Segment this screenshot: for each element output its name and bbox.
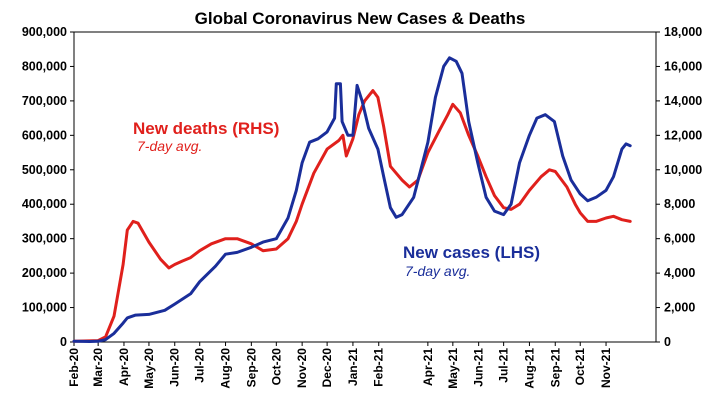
plot-frame — [73, 31, 657, 343]
right-tick-label: 6,000 — [664, 232, 695, 246]
cases-series-subtitle: 7-day avg. — [405, 263, 470, 279]
x-tick-label: Apr-21 — [421, 348, 435, 386]
deaths-line — [72, 89, 632, 343]
x-tick-label: Jul-20 — [193, 348, 207, 383]
right-tick-label: 0 — [664, 335, 671, 349]
left-tick-label: 0 — [60, 335, 67, 349]
x-tick-label: Aug-20 — [219, 348, 233, 389]
deaths-series-label: New deaths (RHS) — [133, 119, 279, 138]
x-tick-label: Feb-20 — [67, 348, 81, 387]
right-tick-label: 4,000 — [664, 266, 695, 280]
x-tick-label: Sep-20 — [244, 348, 258, 388]
x-tick-label: Jun-20 — [168, 348, 182, 387]
right-tick-label: 10,000 — [664, 163, 702, 177]
right-tick-label: 2,000 — [664, 301, 695, 315]
x-tick-label: Feb-21 — [372, 348, 386, 387]
right-tick-label: 12,000 — [664, 128, 702, 142]
left-tick-label: 300,000 — [22, 232, 67, 246]
x-tick-label: Jan-21 — [346, 348, 360, 386]
x-tick-label: Jul-21 — [497, 348, 511, 383]
left-tick-label: 900,000 — [22, 25, 67, 39]
x-tick-label: Jun-21 — [472, 348, 486, 387]
left-tick-label: 200,000 — [22, 266, 67, 280]
x-axis-ticks: Feb-20 Mar-20 Apr-20 May-20 Jun-20 Jul-20 Aug-… — [67, 342, 613, 389]
x-tick-label: May-20 — [142, 348, 156, 389]
x-tick-label: Sep-21 — [548, 348, 562, 388]
right-tick-label: 14,000 — [664, 94, 702, 108]
right-tick-label: 18,000 — [664, 25, 702, 39]
x-tick-label: Dec-20 — [320, 348, 334, 388]
left-tick-label: 800,000 — [22, 59, 67, 73]
x-tick-label: Oct-20 — [269, 348, 283, 386]
x-tick-label: Oct-21 — [573, 348, 587, 386]
left-tick-label: 600,000 — [22, 128, 67, 142]
cases-line — [72, 56, 632, 343]
chart-title: Global Coronavirus New Cases & Deaths — [195, 9, 526, 28]
x-tick-label: Mar-20 — [91, 348, 105, 387]
right-axis-ticks: 0 2,000 4,000 6,000 8,000 10,000 12,000 14,000 1… — [656, 25, 702, 349]
deaths-series-subtitle: 7-day avg. — [137, 138, 202, 154]
left-tick-label: 700,000 — [22, 94, 67, 108]
x-tick-label: Aug-21 — [522, 348, 536, 389]
x-tick-label: Nov-21 — [599, 348, 613, 388]
series-group — [72, 56, 632, 343]
left-tick-label: 400,000 — [22, 197, 67, 211]
x-tick-label: Nov-20 — [295, 348, 309, 388]
axes — [73, 31, 657, 343]
x-tick-label: Apr-20 — [117, 348, 131, 386]
right-tick-label: 16,000 — [664, 59, 702, 73]
right-tick-label: 8,000 — [664, 197, 695, 211]
cases-series-label: New cases (LHS) — [403, 243, 540, 262]
left-axis-ticks: 0 100,000 200,000 300,000 400,000 500,000 600,… — [22, 25, 74, 349]
left-tick-label: 500,000 — [22, 163, 67, 177]
x-tick-label: May-21 — [446, 348, 460, 389]
left-tick-label: 100,000 — [22, 301, 67, 315]
